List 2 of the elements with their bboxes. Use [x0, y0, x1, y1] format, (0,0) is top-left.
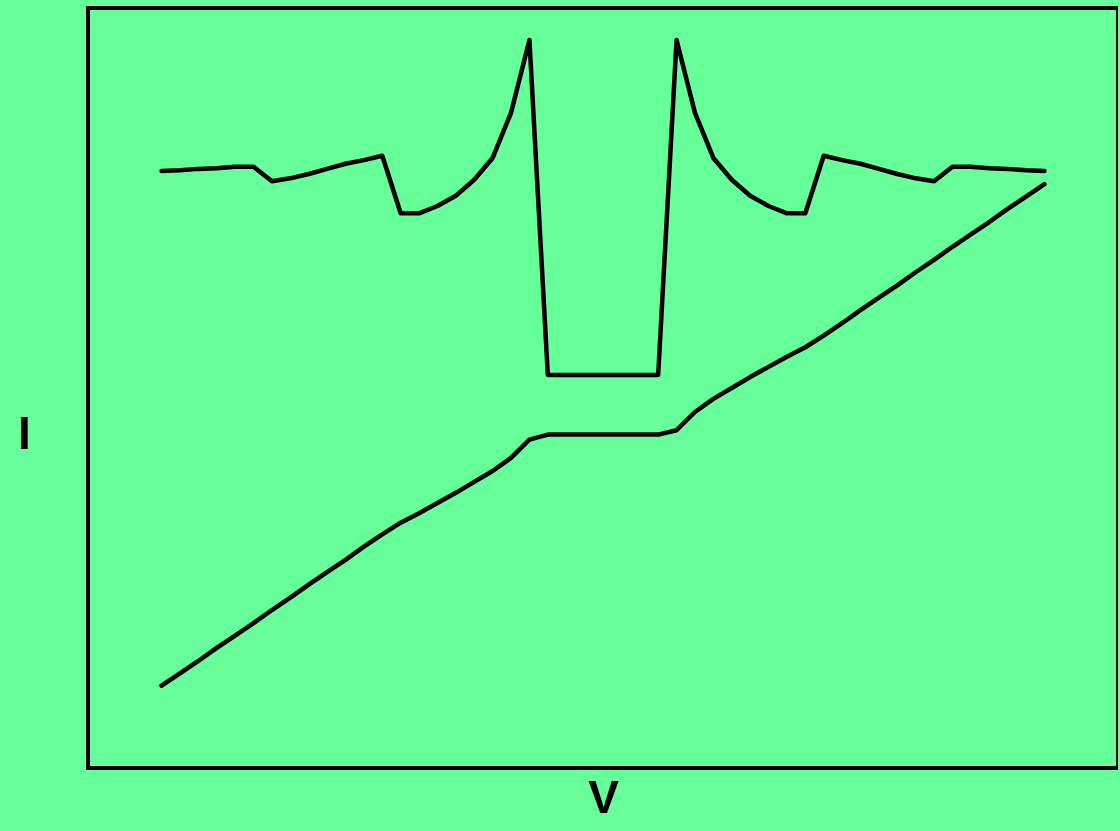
y-axis-title: I: [18, 406, 31, 459]
x-axis-title: V: [588, 770, 620, 823]
